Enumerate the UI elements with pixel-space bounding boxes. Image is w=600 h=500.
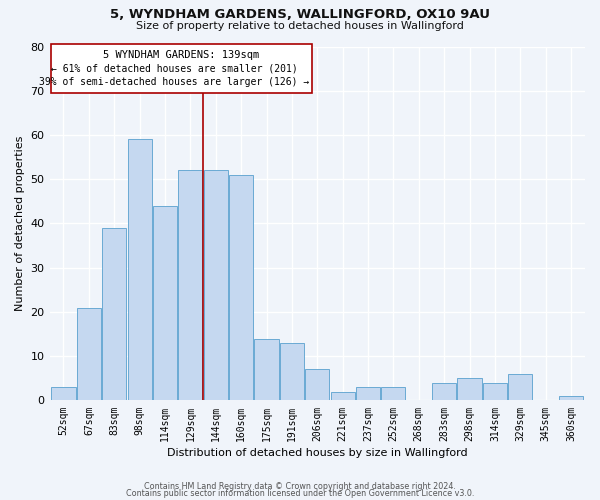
Bar (508, 374, 532, 400)
Text: 5, WYNDHAM GARDENS, WALLINGFORD, OX10 9AU: 5, WYNDHAM GARDENS, WALLINGFORD, OX10 9A… (110, 8, 490, 20)
Bar (52, 387, 76, 400)
Bar (559, 396, 583, 400)
Bar (331, 392, 355, 400)
Bar (432, 382, 456, 400)
Text: ← 61% of detached houses are smaller (201): ← 61% of detached houses are smaller (20… (50, 64, 297, 74)
Text: 5 WYNDHAM GARDENS: 139sqm: 5 WYNDHAM GARDENS: 139sqm (103, 50, 260, 60)
X-axis label: Distribution of detached houses by size in Wallingford: Distribution of detached houses by size … (167, 448, 467, 458)
FancyBboxPatch shape (51, 44, 312, 93)
Bar (457, 378, 482, 400)
Bar (153, 206, 177, 400)
Text: 39% of semi-detached houses are larger (126) →: 39% of semi-detached houses are larger (… (39, 78, 309, 88)
Bar (128, 140, 152, 400)
Bar (204, 170, 228, 400)
Text: Contains public sector information licensed under the Open Government Licence v3: Contains public sector information licen… (126, 490, 474, 498)
Text: Contains HM Land Registry data © Crown copyright and database right 2024.: Contains HM Land Registry data © Crown c… (144, 482, 456, 491)
Bar (229, 175, 253, 400)
Bar (382, 387, 406, 400)
Bar (280, 343, 304, 400)
Bar (178, 170, 202, 400)
Bar (305, 370, 329, 400)
Bar (254, 338, 278, 400)
Bar (102, 228, 127, 400)
Text: Size of property relative to detached houses in Wallingford: Size of property relative to detached ho… (136, 21, 464, 31)
Bar (77, 308, 101, 400)
Bar (483, 382, 507, 400)
Y-axis label: Number of detached properties: Number of detached properties (15, 136, 25, 311)
Bar (356, 387, 380, 400)
